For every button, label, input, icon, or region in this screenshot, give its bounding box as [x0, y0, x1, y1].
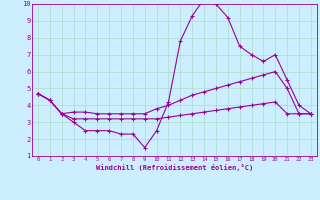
X-axis label: Windchill (Refroidissement éolien,°C): Windchill (Refroidissement éolien,°C) — [96, 164, 253, 171]
